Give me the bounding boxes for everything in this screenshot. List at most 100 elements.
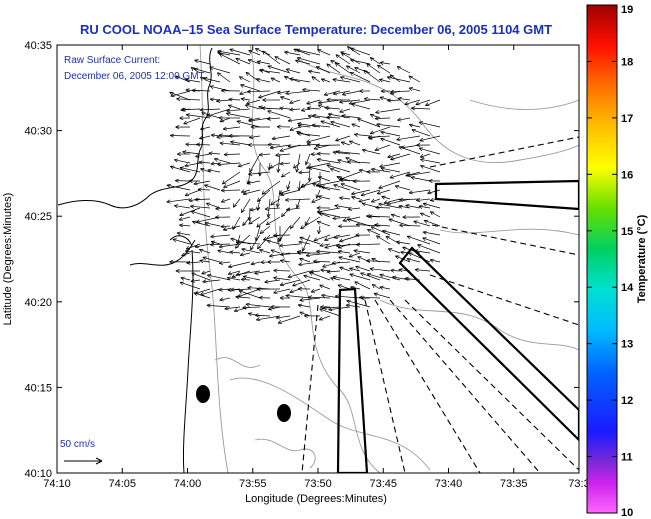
- current-vector: [332, 90, 351, 96]
- current-vector: [274, 56, 291, 65]
- current-vector: [246, 180, 261, 185]
- current-vector: [418, 204, 431, 209]
- current-vector: [304, 153, 311, 166]
- current-vector: [335, 149, 361, 155]
- current-vector: [199, 259, 211, 264]
- current-vector: [389, 171, 411, 179]
- current-vector: [387, 153, 401, 159]
- current-vector: [276, 124, 291, 129]
- dashed-line-6: [374, 299, 481, 473]
- land-blob-1: [196, 385, 210, 403]
- current-vector: [176, 231, 191, 236]
- current-vector: [249, 134, 261, 139]
- current-vector: [241, 247, 261, 254]
- current-vector: [374, 144, 391, 151]
- y-tick-label: 40:20: [24, 297, 52, 309]
- coastline-main: [57, 47, 213, 209]
- current-vector: [341, 90, 361, 96]
- current-vector: [222, 126, 241, 131]
- current-vector: [289, 99, 301, 104]
- current-vector: [303, 313, 321, 318]
- current-vector: [317, 104, 331, 110]
- dashed-line-8: [301, 304, 319, 473]
- current-vector: [427, 189, 441, 195]
- current-vector: [248, 216, 261, 225]
- current-vector: [170, 133, 191, 138]
- current-vector: [414, 249, 431, 254]
- current-vector: [184, 189, 201, 197]
- current-vector: [213, 157, 231, 164]
- current-vector: [422, 237, 441, 245]
- current-vector: [201, 270, 211, 275]
- current-vector: [360, 272, 381, 281]
- colorbar-tick-label: 17: [621, 113, 633, 125]
- current-vector: [326, 164, 351, 173]
- current-vector: [220, 224, 231, 229]
- current-vector: [266, 216, 281, 226]
- current-vector: [197, 187, 211, 192]
- current-vector: [390, 153, 411, 161]
- current-vector: [311, 123, 331, 128]
- current-vector: [262, 98, 281, 103]
- current-vector: [286, 180, 291, 190]
- current-vector: [315, 189, 321, 199]
- current-vector: [285, 68, 301, 74]
- current-vector: [411, 106, 431, 111]
- map-layers: 50 cm/s Raw Surface Current: December 06…: [57, 45, 579, 473]
- current-vector: [182, 150, 201, 155]
- colorbar-label: Temperature (°C): [636, 214, 648, 303]
- current-vector: [330, 120, 351, 128]
- current-vector: [318, 195, 331, 200]
- current-vector: [222, 171, 241, 185]
- current-vector: [425, 99, 441, 106]
- current-vector: [250, 261, 261, 266]
- current-vector: [287, 270, 311, 279]
- current-vector: [366, 258, 391, 263]
- current-vector: [416, 198, 431, 203]
- current-vector: [297, 131, 321, 137]
- current-vector: [269, 144, 291, 150]
- current-vector: [397, 117, 411, 122]
- current-vector: [316, 249, 341, 254]
- current-vector: [315, 66, 331, 74]
- current-vector: [404, 276, 421, 281]
- current-vector: [380, 89, 391, 94]
- current-vector: [311, 198, 321, 203]
- current-vector: [423, 219, 441, 227]
- current-vector: [202, 256, 221, 263]
- current-vector: [339, 99, 361, 104]
- current-vector: [326, 97, 351, 102]
- current-vector: [335, 243, 361, 248]
- current-vector: [378, 202, 401, 209]
- current-vector: [267, 110, 291, 119]
- current-vector: [275, 152, 291, 157]
- current-vector: [194, 197, 211, 202]
- current-vector: [413, 220, 431, 227]
- current-vector: [190, 204, 211, 209]
- chart-title: RU COOL NOAA–15 Sea Surface Temperature:…: [80, 22, 552, 37]
- current-vector: [194, 243, 211, 249]
- current-vector: [209, 85, 231, 92]
- current-vector: [229, 250, 241, 255]
- current-vector: [216, 134, 241, 139]
- current-vector: [181, 252, 191, 257]
- current-vector: [249, 153, 261, 173]
- colorbar-tick-label: 12: [621, 395, 633, 407]
- current-vector: [351, 123, 361, 128]
- current-vector: [195, 153, 211, 158]
- current-vector: [351, 103, 371, 110]
- current-vector: [256, 315, 281, 322]
- current-vector: [308, 295, 331, 300]
- current-vector: [386, 198, 411, 206]
- current-vector: [199, 248, 211, 254]
- x-tick-label: 74:10: [43, 478, 71, 490]
- current-vector: [297, 250, 321, 256]
- current-vector: [169, 91, 191, 101]
- current-vector: [420, 212, 431, 218]
- current-vector: [232, 198, 241, 208]
- current-vector: [415, 99, 431, 106]
- colorbar-tick-label: 13: [621, 339, 633, 351]
- current-vector: [326, 115, 341, 120]
- current-vector: [335, 135, 351, 142]
- current-vector: [292, 279, 311, 287]
